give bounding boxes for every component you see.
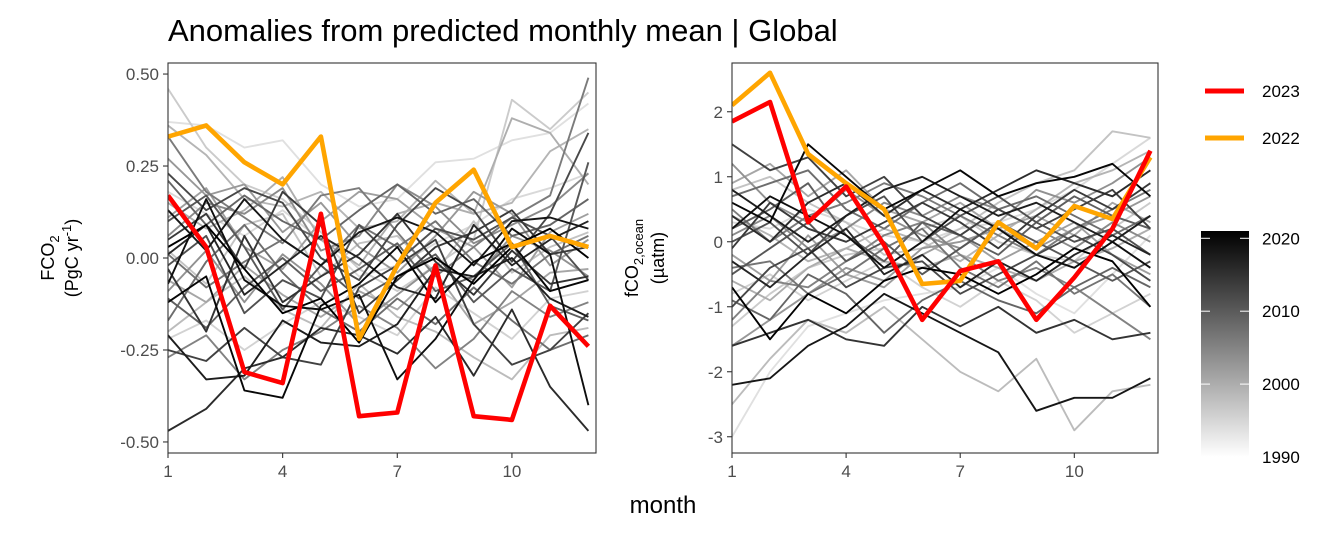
right-y-axis-title: fCO2,ocean (µatm) [622, 219, 668, 297]
right-series-line-2020 [732, 143, 1152, 224]
right-series-line-2022 [732, 70, 1153, 287]
right-y-axis-title-line2: (µatm) [648, 232, 668, 284]
left-y-axis-title: FCO2 (PgC yr-1) [38, 219, 82, 298]
left-series-line-2016 [168, 220, 589, 300]
left-plot-lines [168, 77, 591, 432]
left-series-line-2009 [168, 162, 590, 311]
right-series-line-2019 [732, 195, 1151, 269]
left-series-line-2006 [168, 223, 589, 351]
left-y-tick-label: 0.00 [126, 249, 159, 268]
left-y-tick-label: -0.25 [120, 341, 159, 360]
right-series-line-2014 [732, 305, 1151, 347]
left-series-line-2022 [168, 123, 590, 342]
colorbar-label-1990: 1990 [1262, 448, 1300, 467]
right-x-tick-label: 1 [727, 462, 736, 481]
panel-left-fco2: FCO2 (PgC yr-1) -0.50 -0.25 0.00 0.25 0.50 1… [38, 62, 597, 481]
right-plot-lines [732, 70, 1153, 438]
left-x-tick-label: 7 [393, 462, 402, 481]
right-y-axis-title-line1: fCO2,ocean [622, 219, 646, 297]
right-y-tick-label: -3 [708, 428, 723, 447]
right-series-line-2017 [732, 175, 1151, 243]
left-x-tick-label: 10 [502, 462, 521, 481]
right-series-line-2006 [732, 169, 1151, 237]
right-series-line-2011 [732, 234, 1151, 308]
right-x-axis: 1 4 7 10 [727, 453, 1084, 481]
right-x-tick-label: 10 [1065, 462, 1084, 481]
colorbar-label-2010: 2010 [1262, 302, 1300, 321]
right-y-tick-label: -2 [708, 363, 723, 382]
x-axis-title: month [630, 492, 697, 519]
right-series-line-2013 [732, 182, 1151, 250]
left-y-tick-label: 0.50 [126, 65, 159, 84]
left-y-tick-label: -0.50 [120, 433, 159, 452]
right-y-axis: -3 -2 -1 0 1 2 [708, 103, 732, 447]
left-series-line-2007 [168, 180, 589, 241]
left-y-tick-label: 0.25 [126, 157, 159, 176]
left-series-line-2020 [168, 242, 589, 399]
right-series-line-2003 [732, 221, 1151, 341]
right-series-line-2005 [732, 227, 1152, 308]
left-series-line-2012 [168, 238, 590, 366]
panel-right-fco2-ocean: fCO2,ocean (µatm) -3 -2 -1 0 1 2 1 4 7 10 [622, 62, 1159, 481]
left-panel-border [167, 62, 597, 454]
colorbar-gradient [1201, 231, 1249, 457]
left-series-line-2015 [168, 308, 590, 432]
left-series-line-2013 [168, 190, 589, 315]
left-series-line-2011 [168, 132, 590, 282]
right-y-tick-label: 1 [714, 168, 723, 187]
right-series-line-2023 [732, 99, 1153, 323]
legend-label-2023: 2023 [1262, 82, 1300, 101]
left-x-tick-label: 4 [278, 462, 287, 481]
colorbar-label-2020: 2020 [1262, 229, 1300, 248]
right-y-tick-label: 0 [714, 233, 723, 252]
left-series-line-1993 [168, 88, 590, 293]
right-series-line-2007 [732, 266, 1151, 334]
right-x-tick-label: 4 [841, 462, 850, 481]
left-series-line-2023 [168, 194, 591, 423]
left-series-line-2004 [168, 77, 590, 278]
left-y-axis-title-line2: (PgC yr-1) [59, 219, 82, 298]
left-series-line-2019 [168, 198, 590, 406]
right-x-tick-label: 7 [955, 462, 964, 481]
year-colorbar: 2020 2010 2000 1990 [1201, 229, 1300, 467]
right-y-tick-label: 2 [714, 103, 723, 122]
left-series-line-1990 [168, 102, 589, 208]
right-series-line-2018 [732, 292, 1151, 412]
chart-title: Anomalies from predicted monthly mean | … [168, 13, 838, 48]
left-series-line-2014 [168, 212, 589, 333]
right-series-line-2021 [732, 247, 1152, 341]
left-y-axis: -0.50 -0.25 0.00 0.25 0.50 [120, 65, 168, 452]
colorbar-label-2000: 2000 [1262, 375, 1300, 394]
legend-label-2022: 2022 [1262, 129, 1300, 148]
right-series-line-1996 [732, 149, 1151, 263]
right-y-tick-label: -1 [708, 298, 723, 317]
left-x-axis: 1 4 7 10 [163, 453, 521, 481]
right-series-line-1995 [732, 305, 1151, 432]
right-panel-border [731, 62, 1159, 454]
left-series-line-2018 [168, 198, 589, 267]
left-y-axis-title-line1: FCO2 [38, 235, 62, 280]
left-x-tick-label: 1 [163, 462, 172, 481]
legend: 2023 2022 [1205, 82, 1300, 148]
